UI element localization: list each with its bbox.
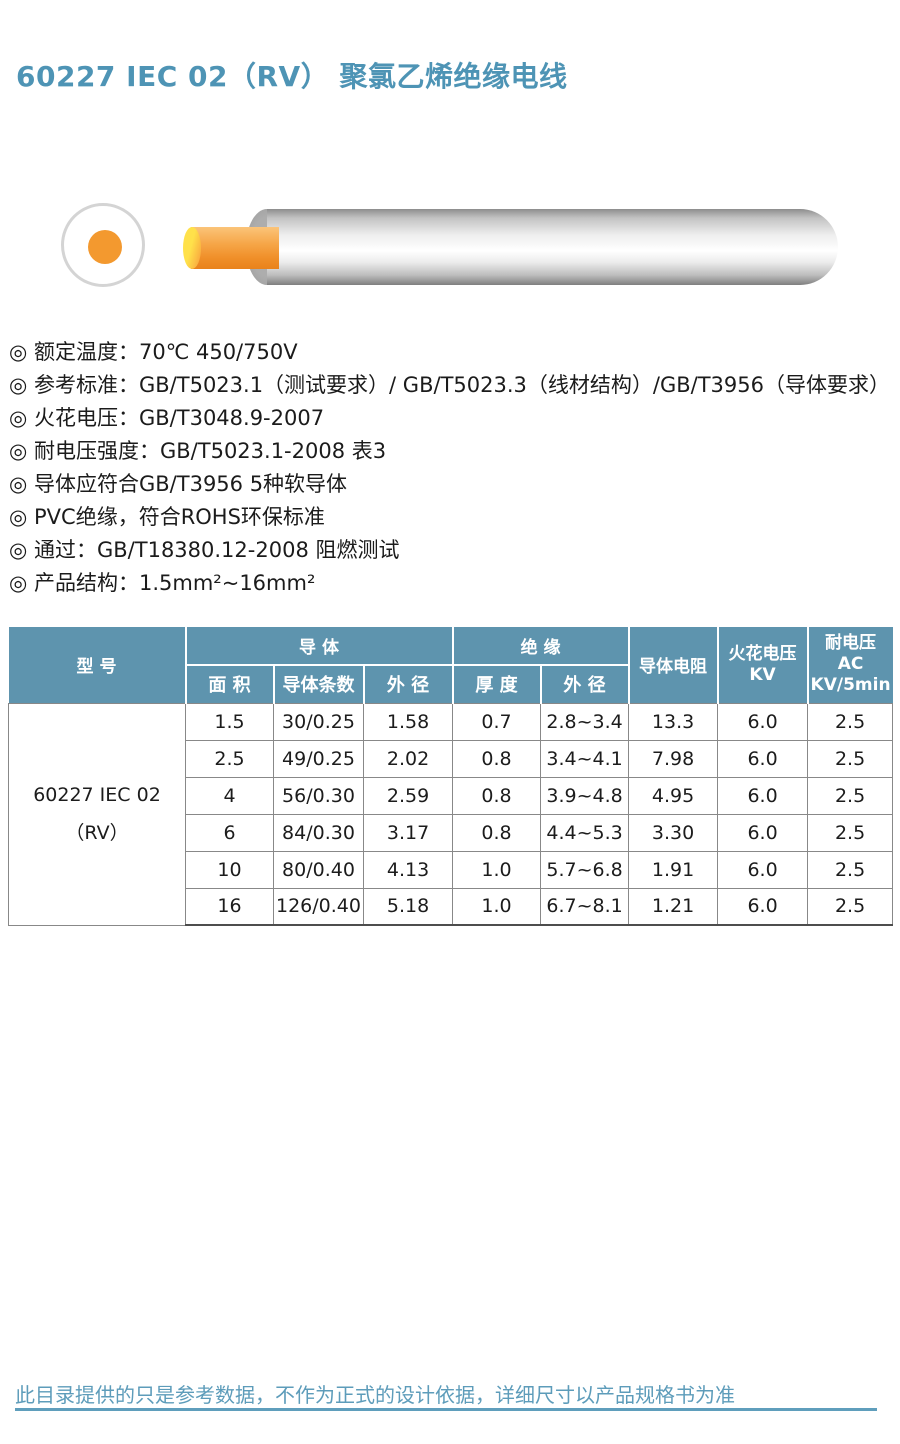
table-cell: 6.0 [717,702,809,741]
table-cell: 3.17 [362,813,454,852]
spec-bullet-item: ◎ 参考标准：GB/T5023.1（测试要求）/ GB/T5023.3（线材结构… [9,373,890,397]
table-cell: 1.0 [452,887,542,926]
header-cell-spark-voltage: 火花电压 KV [716,627,809,703]
table-cell: 1.5 [185,702,274,741]
table-cell: 1.91 [628,850,719,889]
table-cell: 2.5 [807,813,894,852]
table-cell: 1.58 [362,702,454,741]
table-cell: 126/0.40 [273,887,364,926]
table-cell: 4.4~5.3 [540,813,630,852]
header-cell-insulation-od: 外 径 [539,664,630,703]
table-cell: 2.5 [807,739,894,778]
table-cell: 6.7~8.1 [540,887,630,926]
table-row: 4 56/0.30 2.59 0.8 3.9~4.8 4.95 6.0 2.5 [9,776,894,815]
table-cell: 2.5 [807,702,894,741]
table-cell: 30/0.25 [273,702,364,741]
page-title: 60227 IEC 02（RV） 聚氯乙烯绝缘电线 [16,60,568,93]
table-row: 6 84/0.30 3.17 0.8 4.4~5.3 3.30 6.0 2.5 [9,813,894,852]
spec-bullet-item: ◎ 产品结构：1.5mm²~16mm² [9,571,316,595]
wire-cross-section-icon [61,203,145,287]
header-cell-thickness: 厚 度 [451,664,542,703]
table-cell: 49/0.25 [273,739,364,778]
spec-bullet-item: ◎ 导体应符合GB/T3956 5种软导体 [9,472,348,496]
header-cell-resistance: 导体电阻 [627,627,719,703]
footer-disclaimer: 此目录提供的只是参考数据，不作为正式的设计依据，详细尺寸以产品规格书为准 [15,1383,735,1407]
spec-bullet-item: ◎ 耐电压强度：GB/T5023.1-2008 表3 [9,439,387,463]
table-row: 16 126/0.40 5.18 1.0 6.7~8.1 1.21 6.0 2.… [9,887,894,926]
header-cell-withstand-voltage: 耐电压 AC KV/5min [806,627,893,703]
spec-bullet-item: ◎ 火花电压：GB/T3048.9-2007 [9,406,325,430]
table-cell: 3.9~4.8 [540,776,630,815]
spec-table: 型 号 导 体 绝 缘 导体电阻 火花电压 KV 耐电压 AC KV/5min … [8,627,894,926]
table-cell: 0.8 [452,776,542,815]
table-cell: 80/0.40 [273,850,364,889]
table-cell: 84/0.30 [273,813,364,852]
table-cell: 56/0.30 [273,776,364,815]
table-cell: 6 [185,813,274,852]
table-cell: 5.18 [362,887,454,926]
table-cell: 2.5 [185,739,274,778]
table-cell: 4 [185,776,274,815]
table-cell: 6.0 [717,776,809,815]
header-cell-od: 外 径 [362,664,454,703]
table-cell: 2.5 [807,776,894,815]
header-cell-area: 面 积 [184,664,275,703]
wire-sheath-body-icon [267,209,838,285]
table-header-row: 型 号 导 体 绝 缘 导体电阻 火花电压 KV 耐电压 AC KV/5min [8,627,893,703]
table-cell: 3.30 [628,813,719,852]
table-cell: 6.0 [717,850,809,889]
table-cell: 0.8 [452,739,542,778]
table-cell: 0.8 [452,813,542,852]
table-cell: 2.02 [362,739,454,778]
table-cell: 6.0 [717,813,809,852]
spec-bullet-item: ◎ 额定温度：70℃ 450/750V [9,340,298,364]
table-cell: 5.7~6.8 [540,850,630,889]
wire-conductor-icon [191,227,279,269]
table-cell: 6.0 [717,887,809,926]
table-subheader-row: 面 积 导体条数 外 径 厚 度 外 径 [9,664,893,703]
header-cell-strands: 导体条数 [272,664,365,703]
table-cell: 6.0 [717,739,809,778]
table-cell: 10 [185,850,274,889]
header-cell-conductor-group: 导 体 [184,627,454,665]
table-cell: 7.98 [628,739,719,778]
table-cell: 4.13 [362,850,454,889]
table-cell: 16 [185,887,274,926]
header-cell-model: 型 号 [8,627,187,703]
model-cell: 60227 IEC 02 （RV） [8,702,186,926]
table-cell: 1.0 [452,850,542,889]
table-cell: 1.21 [628,887,719,926]
spec-bullet-item: ◎ 通过：GB/T18380.12-2008 阻燃测试 [9,538,400,562]
table-cell: 13.3 [628,702,719,741]
wire-conductor-end-face-icon [183,227,201,269]
footer-divider [15,1408,877,1411]
table-cell: 4.95 [628,776,719,815]
header-cell-insulation-group: 绝 缘 [451,627,630,665]
table-row: 10 80/0.40 4.13 1.0 5.7~6.8 1.91 6.0 2.5 [9,850,894,889]
table-cell: 2.8~3.4 [540,702,630,741]
spec-bullet-list: ◎ 额定温度：70℃ 450/750V ◎ 参考标准：GB/T5023.1（测试… [9,336,890,600]
spec-bullet-item: ◎ PVC绝缘，符合ROHS环保标准 [9,505,325,529]
table-cell: 0.7 [452,702,542,741]
table-cell: 2.5 [807,850,894,889]
table-cell: 2.59 [362,776,454,815]
table-cell: 2.5 [807,887,894,926]
table-row: 60227 IEC 02 （RV） 1.5 30/0.25 1.58 0.7 2… [8,702,894,926]
table-cell: 3.4~4.1 [540,739,630,778]
copper-core-icon [88,230,122,264]
